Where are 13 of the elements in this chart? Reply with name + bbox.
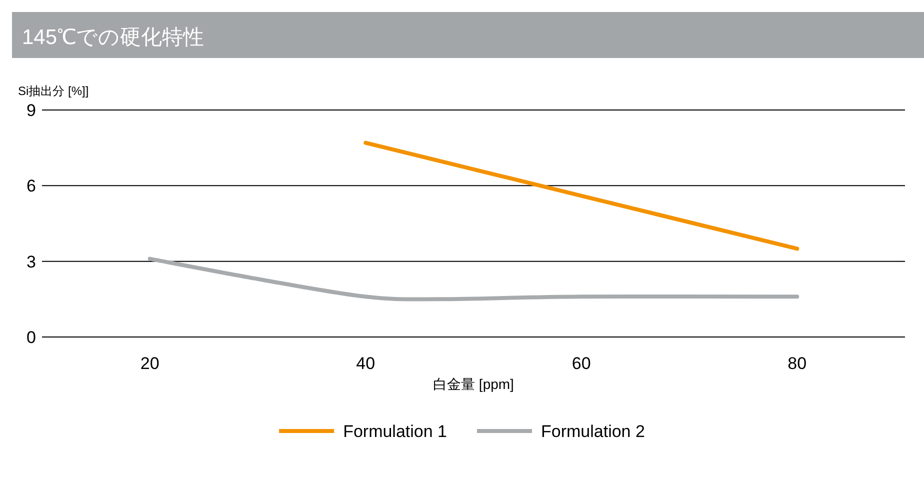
y-tick-label: 6: [26, 176, 36, 196]
y-tick-label: 3: [26, 252, 36, 272]
y-tick-label: 0: [26, 328, 36, 347]
x-axis-title: 白金量 [ppm]: [433, 376, 514, 392]
x-tick-label: 20: [140, 354, 160, 373]
legend-label: Formulation 2: [541, 422, 645, 441]
x-tick-label: 60: [572, 354, 591, 373]
x-tick-label: 80: [788, 354, 807, 373]
x-tick-label: 40: [356, 354, 376, 373]
legend-label: Formulation 1: [343, 422, 447, 441]
y-axis-title: Si抽出分 [%]]: [18, 84, 89, 98]
chart-title: 145℃での硬化特性: [22, 26, 204, 49]
y-tick-label: 9: [26, 101, 36, 120]
